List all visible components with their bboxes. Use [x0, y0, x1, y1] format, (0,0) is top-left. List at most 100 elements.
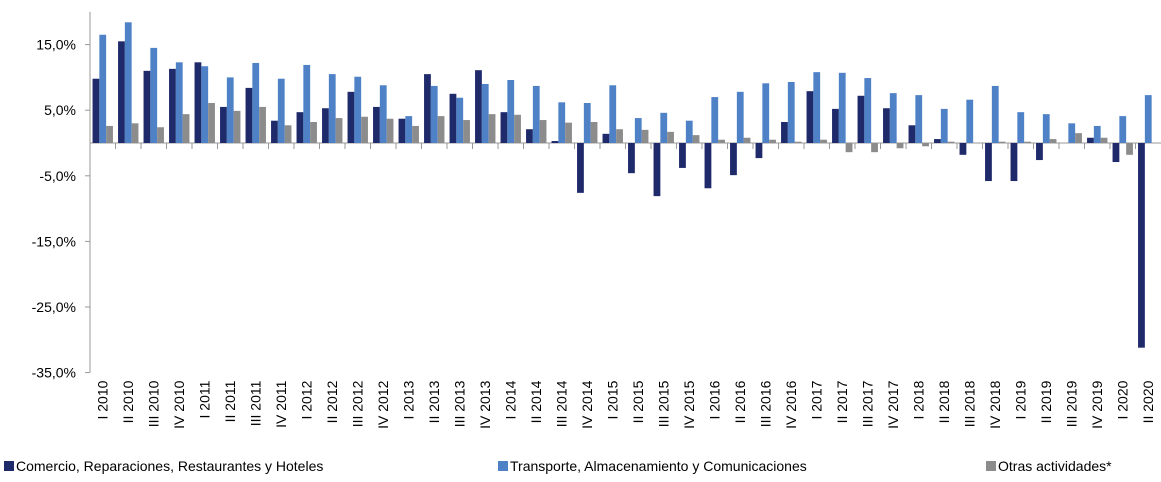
bar: [832, 108, 839, 143]
bar: [634, 118, 642, 143]
bar: [233, 110, 241, 143]
y-tick-label: -35,0%: [32, 365, 76, 381]
bar: [322, 108, 329, 143]
bar: [328, 74, 336, 143]
x-tick-label: III 2017: [860, 380, 876, 427]
legend-label: Transporte, Almacenamiento y Comunicacio…: [510, 458, 807, 474]
bar: [354, 76, 362, 143]
bar: [405, 116, 413, 143]
bar: [966, 99, 974, 143]
bar: [934, 139, 941, 143]
x-tick-label: IV 2018: [987, 380, 1003, 428]
x-tick-label: IV 2015: [681, 380, 697, 428]
bar: [1112, 143, 1120, 163]
bar: [915, 95, 923, 143]
x-tick-label: I 2015: [605, 380, 621, 419]
bar: [959, 143, 967, 155]
bar: [1036, 143, 1043, 161]
bar: [226, 77, 234, 143]
y-tick-label: -5,0%: [39, 168, 76, 184]
bar: [1144, 95, 1152, 143]
x-tick-label: I 2011: [197, 380, 213, 418]
bar: [1138, 143, 1145, 348]
bar: [838, 72, 846, 143]
x-tick-label: I 2020: [1115, 380, 1131, 419]
bar: [150, 47, 158, 143]
bar: [194, 62, 202, 144]
bar: [653, 143, 661, 197]
x-tick-label: III 2018: [962, 380, 978, 427]
bar: [175, 62, 183, 144]
bar: [704, 143, 712, 189]
bar: [296, 112, 304, 143]
legend-swatch: [498, 461, 508, 471]
y-tick-label: 5,0%: [44, 102, 76, 118]
bar: [565, 122, 572, 143]
x-tick-label: IV 2013: [477, 380, 493, 428]
x-tick-label: IV 2011: [273, 380, 289, 427]
bar: [864, 78, 872, 143]
bar: [1100, 137, 1108, 143]
x-tick-label: II 2019: [1038, 380, 1054, 423]
x-tick-label: III 2016: [758, 380, 774, 427]
bar: [871, 143, 878, 153]
bar: [1010, 143, 1018, 182]
legend-label: Comercio, Reparaciones, Restaurantes y H…: [16, 458, 323, 474]
bar: [616, 129, 623, 143]
bar: [481, 83, 489, 143]
bar: [641, 129, 649, 143]
bar: [182, 114, 190, 143]
bar: [1119, 116, 1127, 143]
x-tick-label: II 2011: [222, 380, 238, 422]
bar: [1126, 143, 1133, 155]
bar: [157, 127, 164, 143]
bar: [463, 120, 470, 143]
bar: [820, 139, 827, 143]
bar: [660, 112, 668, 143]
bar: [208, 102, 215, 143]
bar: [730, 143, 737, 176]
bar: [602, 133, 610, 143]
x-tick-label: II 2012: [324, 380, 340, 423]
legend-label: Otras actividades*: [998, 458, 1112, 474]
legend-swatch: [986, 461, 996, 471]
bar: [583, 102, 591, 143]
bar: [667, 131, 674, 143]
bar: [347, 91, 355, 143]
bar: [1049, 139, 1057, 143]
bar: [245, 87, 253, 143]
bar: [430, 85, 438, 143]
bar: [558, 102, 566, 143]
bar: [1024, 141, 1031, 143]
bar: [692, 135, 700, 143]
bar: [908, 125, 916, 143]
bar: [449, 93, 457, 143]
bar: [609, 85, 617, 143]
bar: [781, 122, 788, 143]
bar: [488, 114, 496, 143]
bar: [271, 120, 278, 143]
x-tick-label: IV 2019: [1089, 380, 1105, 428]
y-tick-label: 15,0%: [36, 37, 76, 53]
bar: [475, 70, 482, 143]
bar: [514, 114, 521, 143]
bar: [424, 74, 431, 143]
x-tick-label: III 2015: [656, 380, 672, 427]
bar: [845, 143, 853, 153]
bar: [310, 122, 317, 143]
x-tick-label: III 2011: [248, 380, 264, 426]
bar: [1075, 133, 1082, 143]
bar: [794, 141, 802, 143]
x-tick-label: II 2014: [528, 380, 544, 423]
bar: [1017, 112, 1025, 143]
bar: [679, 143, 686, 168]
x-tick-label: I 2017: [809, 380, 825, 419]
x-tick-label: I 2013: [401, 380, 417, 419]
x-tick-label: III 2012: [350, 380, 366, 427]
bar: [373, 106, 380, 143]
bar: [361, 116, 368, 143]
bar: [985, 143, 992, 182]
bar: [526, 129, 533, 143]
bar: [386, 118, 394, 143]
bar: [259, 106, 266, 143]
